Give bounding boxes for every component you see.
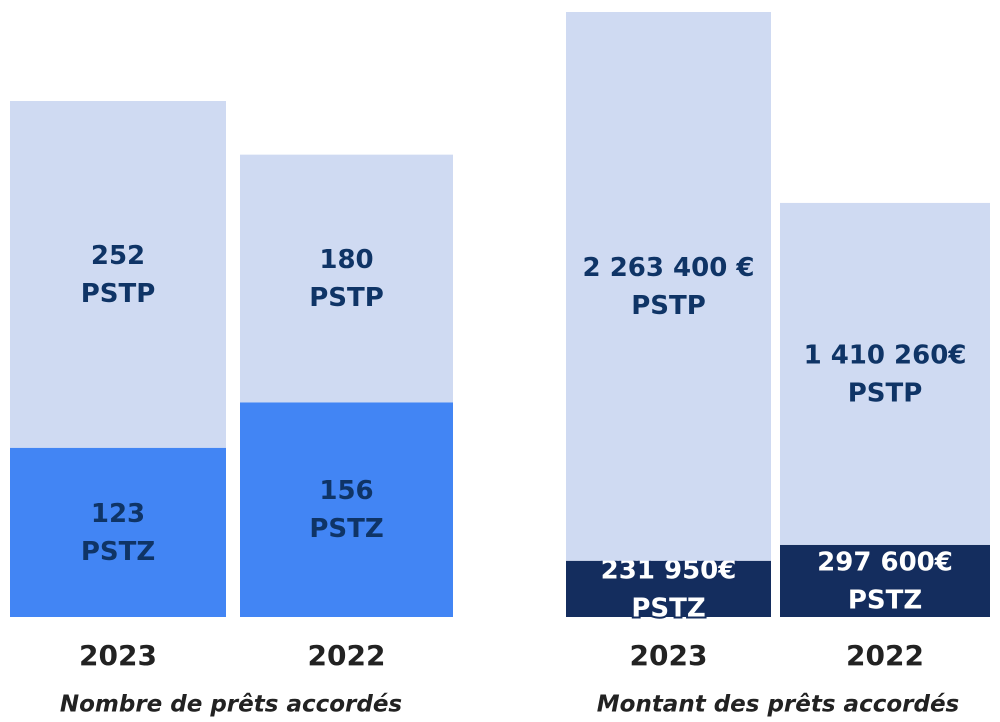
bar-segment xyxy=(10,101,226,448)
series-label: PSTP xyxy=(81,279,156,309)
x-tick-label: 2023 xyxy=(79,639,157,672)
bar-segment xyxy=(780,202,990,545)
value-label: 297 600€ xyxy=(817,547,953,577)
series-label: PSTZ xyxy=(309,514,383,544)
x-tick-label: 2022 xyxy=(846,639,924,672)
series-label: PSTP xyxy=(631,291,706,321)
value-label: 156 xyxy=(319,476,373,506)
x-tick-label: 2022 xyxy=(308,639,386,672)
series-label: PSTZ xyxy=(848,585,922,615)
series-label: PSTP xyxy=(309,283,384,313)
bar-segment xyxy=(566,12,771,561)
x-tick-label: 2023 xyxy=(630,639,708,672)
bar-segment xyxy=(240,154,453,403)
series-label: PSTZ xyxy=(631,593,705,623)
value-label: 1 410 260€ xyxy=(804,340,967,370)
value-label: 252 xyxy=(91,241,145,271)
value-label: 123 xyxy=(91,499,145,529)
bar-segment xyxy=(240,402,453,617)
bar-segment xyxy=(566,560,771,617)
chart-title: Nombre de prêts accordés xyxy=(60,692,402,718)
value-label: 2 263 400 € xyxy=(583,253,755,283)
series-label: PSTP xyxy=(848,378,923,408)
chart-title: Montant des prêts accordés xyxy=(597,692,960,718)
bar-segment xyxy=(780,544,990,617)
value-label: 180 xyxy=(319,245,373,275)
series-label: PSTZ xyxy=(81,537,155,567)
bar-segment xyxy=(10,447,226,617)
